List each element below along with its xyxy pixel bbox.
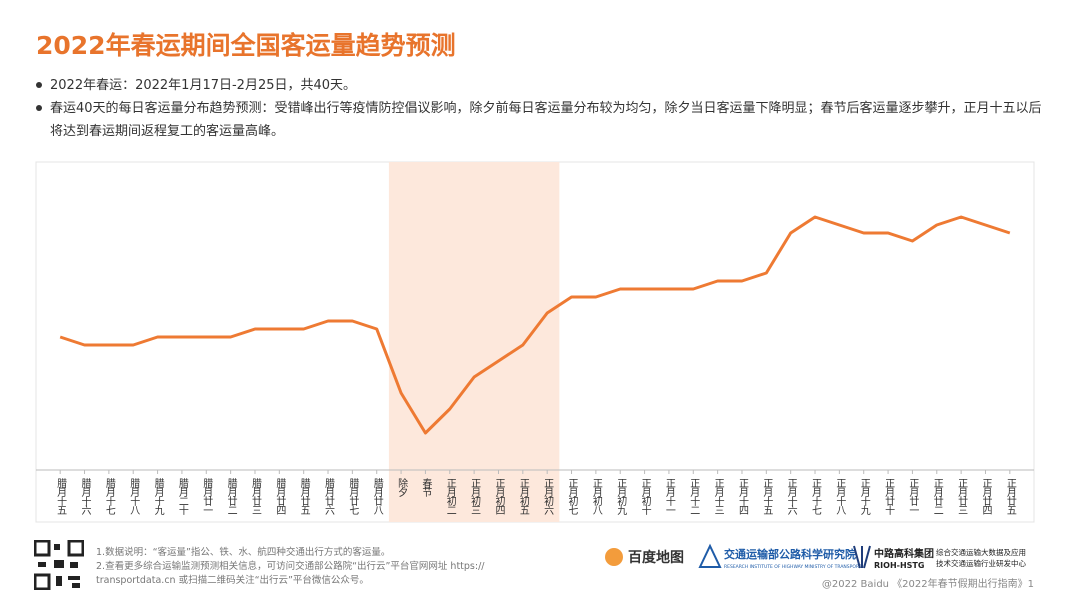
- x-tick-label: 正月初四: [493, 478, 505, 515]
- note: 2.查看更多综合运输监测预测相关信息，可访问交通部公路院“出行云”平台官网网址 …: [96, 561, 485, 572]
- note: transportdata.cn 或扫描二维码关注“出行云”平台微信公众号。: [96, 575, 369, 586]
- logo-rioh-en: RESEARCH INSTITUTE OF HIGHWAY MINISTRY O…: [724, 564, 862, 570]
- logo-hstg-en: RIOH-HSTG: [874, 561, 924, 570]
- logo-hstg: 中路高科集团: [874, 547, 934, 560]
- note: 1.数据说明：“客运量”指公、铁、水、航四种交通出行方式的客运量。: [96, 547, 391, 558]
- x-tick-label: 腊月十八: [128, 478, 140, 515]
- logo-center: 综合交通运输大数据及应用: [936, 547, 1026, 557]
- x-tick-label: 正月初二: [444, 478, 456, 514]
- x-tick-label: 正月十八: [834, 478, 846, 515]
- logo-rioh: 交通运输部公路科学研究院: [724, 547, 856, 561]
- x-tick-label: 正月十四: [736, 478, 748, 515]
- x-tick-label: 正月十二: [688, 478, 700, 514]
- title: 2022年春运期间全国客运量趋势预测: [36, 31, 456, 60]
- logo-baidu: 百度地图: [628, 549, 684, 566]
- x-tick-label: 正月初五: [517, 478, 529, 515]
- x-tick-label: 正月十五: [761, 478, 773, 515]
- x-tick-label: 腊月廿八: [371, 478, 383, 515]
- x-tick-label: 腊月十五: [55, 478, 67, 515]
- highlight-band: [388, 162, 560, 522]
- x-tick-label: 正月廿一: [907, 478, 919, 514]
- x-tick-label: 正月初九: [615, 478, 627, 515]
- notes: 1.数据说明：“客运量”指公、铁、水、航四种交通出行方式的客运量。 2.查看更多…: [96, 546, 484, 588]
- x-tick-label: 正月初十: [639, 478, 651, 516]
- x-tick-label: 正月十七: [810, 478, 822, 515]
- chart: 腊月十五 腊月十六 腊月十七 腊月十八 腊月十九 腊月二十 腊月廿一 腊月廿二 腊月廿三 腊月廿四…: [35, 161, 1035, 523]
- x-tick-label: 正月廿五: [1004, 478, 1016, 515]
- x-tick-label: 正月廿三: [956, 478, 968, 514]
- x-tick-label: 腊月廿七: [347, 478, 359, 515]
- x-tick-label: 腊月廿五: [298, 478, 310, 515]
- x-tick-label: 腊月廿六: [323, 478, 335, 515]
- x-tick-label: 正月初三: [469, 478, 481, 514]
- x-tick-label: 正月十九: [858, 478, 870, 515]
- line: [59, 215, 1011, 435]
- x-tick-label: 腊月十九: [152, 478, 164, 515]
- x-tick-label: 腊月廿四: [274, 478, 286, 515]
- bullets: 2022年春运：2022年1月17日-2月25日，共40天。 春运40天的每日客…: [36, 74, 1046, 143]
- x-tick-label: 腊月廿二: [225, 478, 237, 514]
- x-tick-label: 腊月十七: [103, 478, 115, 515]
- x-tick-label: 正月十三: [712, 478, 724, 514]
- x-tick-label: 正月廿二: [931, 478, 943, 514]
- bullet: 2022年春运：2022年1月17日-2月25日，共40天。: [36, 74, 1046, 97]
- x-tick-label: 腊月廿三: [249, 478, 261, 514]
- x-tick-label: 腊月廿一: [201, 478, 213, 514]
- bullet: 春运40天的每日客运量分布趋势预测：受错峰出行等疫情防控倡议影响，除夕前每日客运…: [36, 97, 1046, 143]
- x-tick-label: 正月廿十: [883, 478, 895, 516]
- x-tick-label: 正月初七: [566, 478, 578, 515]
- x-tick-label: 除夕: [396, 477, 408, 498]
- x-tick-label: 腊月二十: [176, 478, 188, 516]
- x-tick-label: 春节: [420, 478, 432, 498]
- x-tick-label: 正月十六: [785, 478, 797, 515]
- x-tick-label: 腊月十六: [79, 478, 91, 515]
- qr-code: [34, 540, 84, 590]
- logos: 百度地图 交通运输部公路科学研究院 RESEARCH INSTITUTE OF …: [605, 543, 1026, 570]
- x-tick-label: 正月初八: [590, 478, 602, 515]
- x-tick-label: 正月廿四: [980, 478, 992, 515]
- logo-center: 技术交通运输行业研发中心: [936, 558, 1026, 568]
- copyright: @2022 Baidu 《2022年春节假期出行指南》1: [821, 579, 1034, 590]
- x-tick-label: 正月十一: [663, 478, 675, 514]
- x-tick-label: 正月初六: [542, 478, 554, 515]
